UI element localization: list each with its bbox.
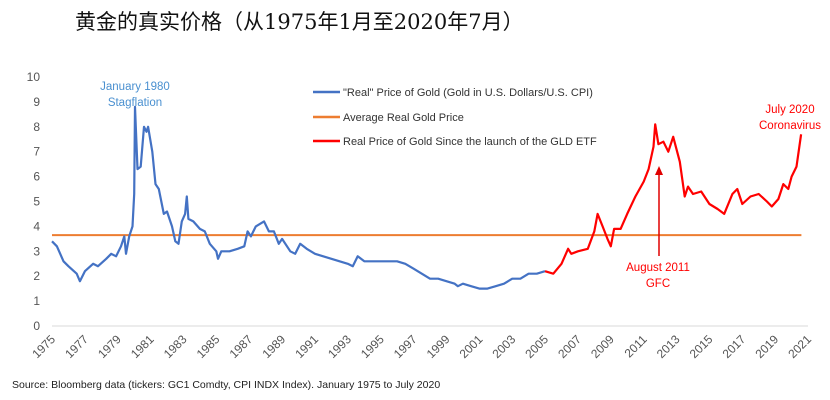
x-tick-label: 2013 [654,332,683,361]
x-tick-label: 1999 [424,332,453,361]
x-tick-label: 2009 [588,332,617,361]
y-tick-label: 4 [33,219,40,233]
y-tick-label: 1 [33,294,40,308]
x-tick-label: 1989 [259,332,288,361]
x-tick-label: 1977 [62,332,91,361]
legend-label: Average Real Gold Price [343,112,464,124]
x-tick-label: 2017 [720,332,749,361]
x-tick-label: 1993 [325,332,354,361]
x-tick-label: 1987 [227,332,256,361]
x-tick-label: 1975 [29,332,58,361]
annotation-2011-line2: GFC [646,278,670,290]
y-tick-label: 2 [33,269,40,283]
x-tick-label: 2015 [687,332,716,361]
x-tick-label: 1995 [358,332,387,361]
x-tick-label: 2019 [752,332,781,361]
annotation-arrowhead [655,166,663,175]
y-tick-label: 10 [27,70,41,84]
annotation-1980-line1: January 1980 [100,81,170,93]
x-tick-label: 1991 [292,332,321,361]
y-tick-label: 8 [33,120,40,134]
x-tick-label: 1997 [391,332,420,361]
y-tick-label: 9 [33,95,40,109]
x-tick-label: 1985 [194,332,223,361]
x-tick-label: 2021 [785,332,814,361]
x-tick-label: 2005 [522,332,551,361]
legend-label: "Real" Price of Gold (Gold in U.S. Dolla… [343,87,593,99]
legend-label: Real Price of Gold Since the launch of t… [343,136,597,148]
x-tick-label: 2001 [457,332,486,361]
x-tick-label: 2011 [622,332,650,360]
x-tick-label: 1979 [95,332,124,361]
annotation-2020-line2: Coronavirus [759,120,821,132]
series-line-0 [51,105,546,290]
y-tick-label: 6 [33,170,40,184]
y-tick-label: 0 [33,319,40,333]
page-title: 黄金的真实价格（从1975年1月至2020年7月） [75,10,524,34]
annotation-1980-line2: Stagflation [108,97,162,109]
x-tick-label: 2007 [555,332,584,361]
annotation-2020-line1: July 2020 [765,104,814,116]
source-note: Source: Bloomberg data (tickers: GC1 Com… [12,379,441,391]
x-tick-label: 1981 [128,332,157,361]
y-tick-label: 5 [33,195,40,209]
series-line-2 [544,123,803,275]
y-tick-label: 7 [33,145,40,159]
y-tick-label: 3 [33,244,40,258]
annotation-2011-line1: August 2011 [626,262,690,274]
x-tick-label: 1983 [161,332,190,361]
x-tick-label: 2003 [490,332,519,361]
